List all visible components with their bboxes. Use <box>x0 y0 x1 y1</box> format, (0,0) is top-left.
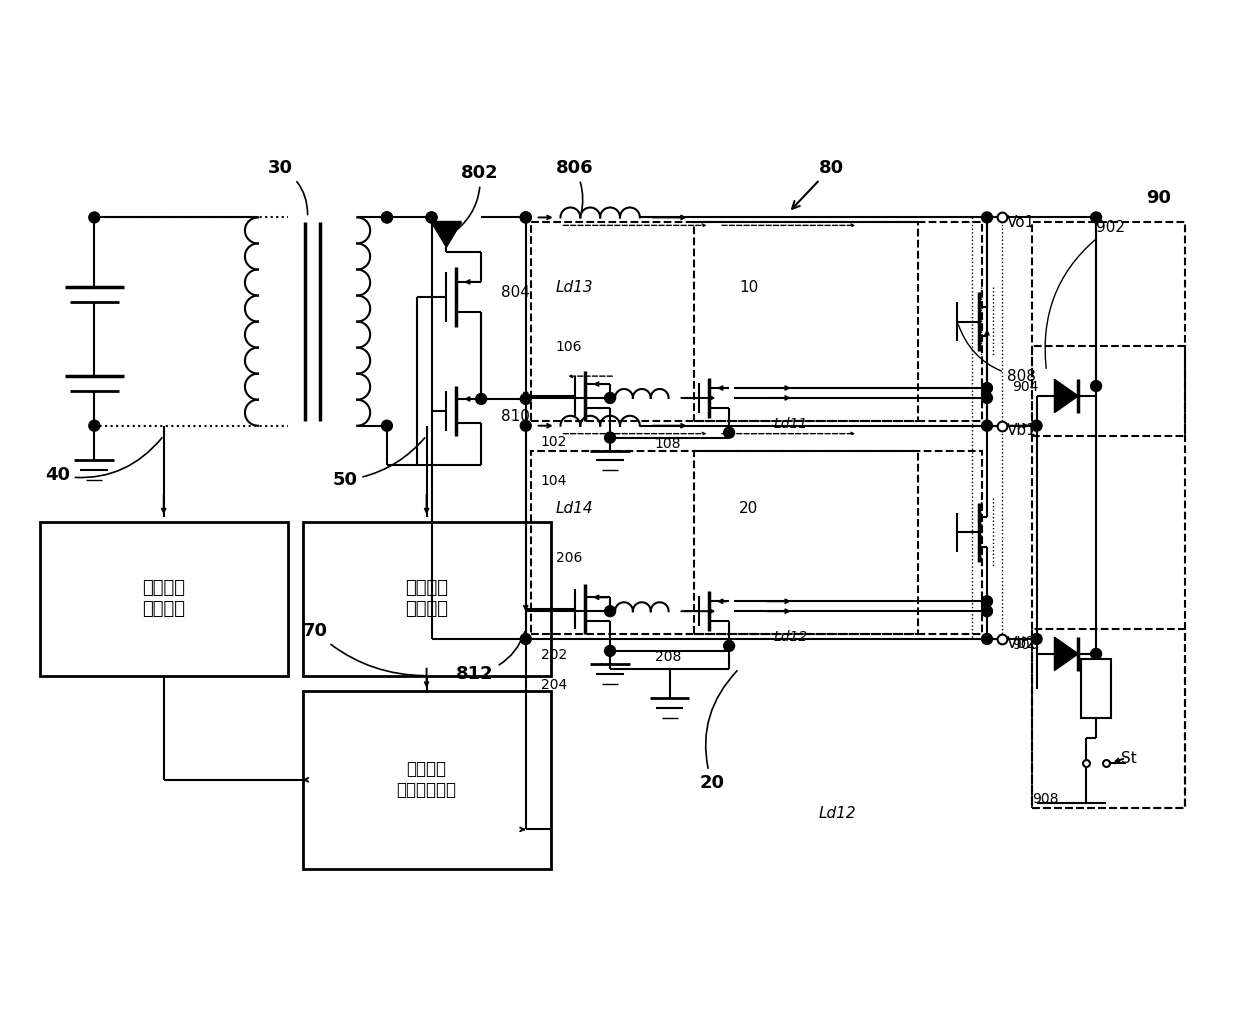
Text: 40: 40 <box>45 438 162 485</box>
Text: 102: 102 <box>541 434 567 449</box>
Circle shape <box>1032 420 1042 431</box>
Bar <box>1032 346 1185 435</box>
Text: 异常电压
信号产生单元: 异常电压 信号产生单元 <box>397 760 456 799</box>
Text: St: St <box>1121 751 1137 766</box>
Polygon shape <box>1054 637 1079 671</box>
Text: 第一电压
检测单元: 第一电压 检测单元 <box>143 579 185 618</box>
Text: 10: 10 <box>739 279 759 295</box>
Bar <box>303 522 551 676</box>
Text: 804: 804 <box>501 284 529 300</box>
Circle shape <box>521 420 531 431</box>
Text: 70: 70 <box>303 622 424 676</box>
Text: 812: 812 <box>456 632 525 683</box>
Circle shape <box>982 596 992 607</box>
Circle shape <box>982 634 992 644</box>
Circle shape <box>521 393 531 405</box>
Circle shape <box>1091 381 1101 391</box>
Text: 908: 908 <box>1032 792 1058 805</box>
Circle shape <box>724 427 734 439</box>
Text: 30: 30 <box>268 159 308 215</box>
Circle shape <box>724 641 734 651</box>
Text: Ld13: Ld13 <box>556 279 593 295</box>
Circle shape <box>1091 212 1101 223</box>
Text: 第二电压
检测单元: 第二电压 检测单元 <box>405 579 448 618</box>
Text: Vb1: Vb1 <box>1007 423 1037 439</box>
Circle shape <box>605 645 615 656</box>
Circle shape <box>427 212 436 223</box>
Circle shape <box>1032 634 1042 644</box>
Circle shape <box>982 212 992 223</box>
Text: 906: 906 <box>1012 638 1038 652</box>
Circle shape <box>521 634 531 644</box>
Bar <box>531 451 982 634</box>
Circle shape <box>521 212 531 223</box>
Circle shape <box>982 392 992 404</box>
Text: 202: 202 <box>541 648 567 661</box>
Polygon shape <box>432 223 461 248</box>
Circle shape <box>605 432 615 443</box>
Circle shape <box>382 212 392 223</box>
Circle shape <box>382 420 392 431</box>
Text: 806: 806 <box>556 159 593 215</box>
Circle shape <box>982 383 992 393</box>
Text: 802: 802 <box>449 163 498 236</box>
Text: 104: 104 <box>541 474 567 488</box>
Text: 204: 204 <box>541 678 567 691</box>
Circle shape <box>1091 648 1101 659</box>
Text: 108: 108 <box>655 436 681 451</box>
Text: Ld14: Ld14 <box>556 500 593 516</box>
Polygon shape <box>1054 379 1079 413</box>
Circle shape <box>982 606 992 616</box>
Bar <box>694 451 918 634</box>
Text: 90: 90 <box>1146 189 1171 206</box>
Bar <box>694 223 918 421</box>
Bar <box>303 690 551 869</box>
Circle shape <box>382 212 392 223</box>
Text: Vo1: Vo1 <box>1007 215 1035 230</box>
Text: 20: 20 <box>739 500 759 516</box>
Text: 808: 808 <box>959 325 1035 384</box>
Circle shape <box>982 420 992 431</box>
Bar <box>40 522 288 676</box>
Text: 208: 208 <box>655 650 681 663</box>
Text: Ld12: Ld12 <box>774 630 808 644</box>
Text: 810: 810 <box>501 409 529 424</box>
Circle shape <box>605 392 615 404</box>
Text: Ld11: Ld11 <box>774 417 808 430</box>
Bar <box>1081 658 1111 718</box>
Text: 20: 20 <box>699 671 737 792</box>
Text: 50: 50 <box>332 438 425 489</box>
Bar <box>531 223 982 421</box>
Circle shape <box>521 212 531 223</box>
Circle shape <box>605 606 615 616</box>
Circle shape <box>89 420 99 431</box>
Bar <box>1032 223 1185 807</box>
Circle shape <box>89 212 99 223</box>
Circle shape <box>427 212 436 223</box>
Text: 902: 902 <box>1045 221 1125 369</box>
Text: 904: 904 <box>1012 380 1038 394</box>
Circle shape <box>476 393 486 405</box>
Text: 80: 80 <box>792 159 843 208</box>
Text: Vb2: Vb2 <box>1007 637 1037 651</box>
Text: Ld12: Ld12 <box>818 805 856 821</box>
Bar <box>1032 630 1185 807</box>
Text: 106: 106 <box>556 340 582 354</box>
Text: 206: 206 <box>556 551 582 565</box>
